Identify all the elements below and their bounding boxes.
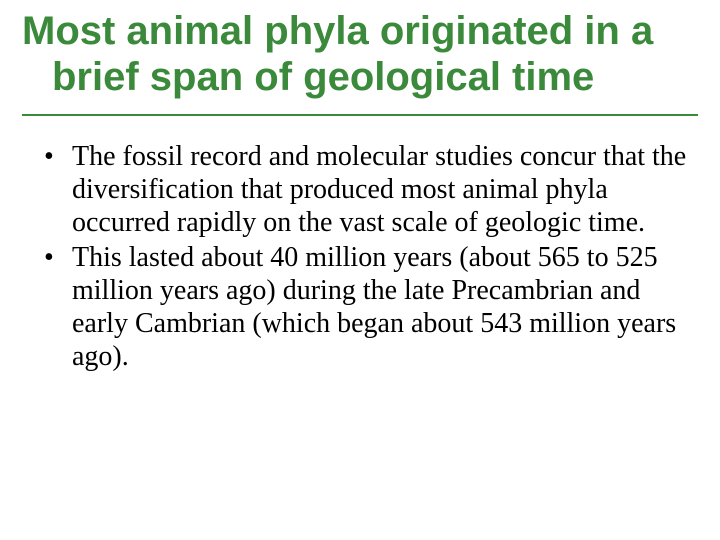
- bullet-list: The fossil record and molecular studies …: [22, 140, 698, 373]
- list-item: This lasted about 40 million years (abou…: [22, 241, 698, 373]
- slide: Most animal phyla originated in a brief …: [0, 0, 720, 540]
- list-item: The fossil record and molecular studies …: [22, 140, 698, 239]
- slide-body: The fossil record and molecular studies …: [22, 116, 698, 373]
- slide-title: Most animal phyla originated in a brief …: [22, 8, 698, 116]
